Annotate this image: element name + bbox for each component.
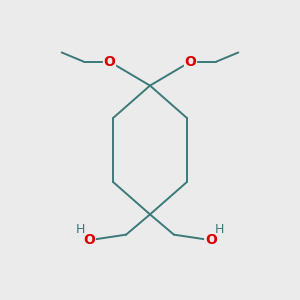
Text: H: H <box>215 224 225 236</box>
Text: O: O <box>205 233 217 247</box>
Text: O: O <box>184 55 196 69</box>
Text: H: H <box>75 224 85 236</box>
Text: O: O <box>83 233 95 247</box>
Text: O: O <box>103 55 116 69</box>
